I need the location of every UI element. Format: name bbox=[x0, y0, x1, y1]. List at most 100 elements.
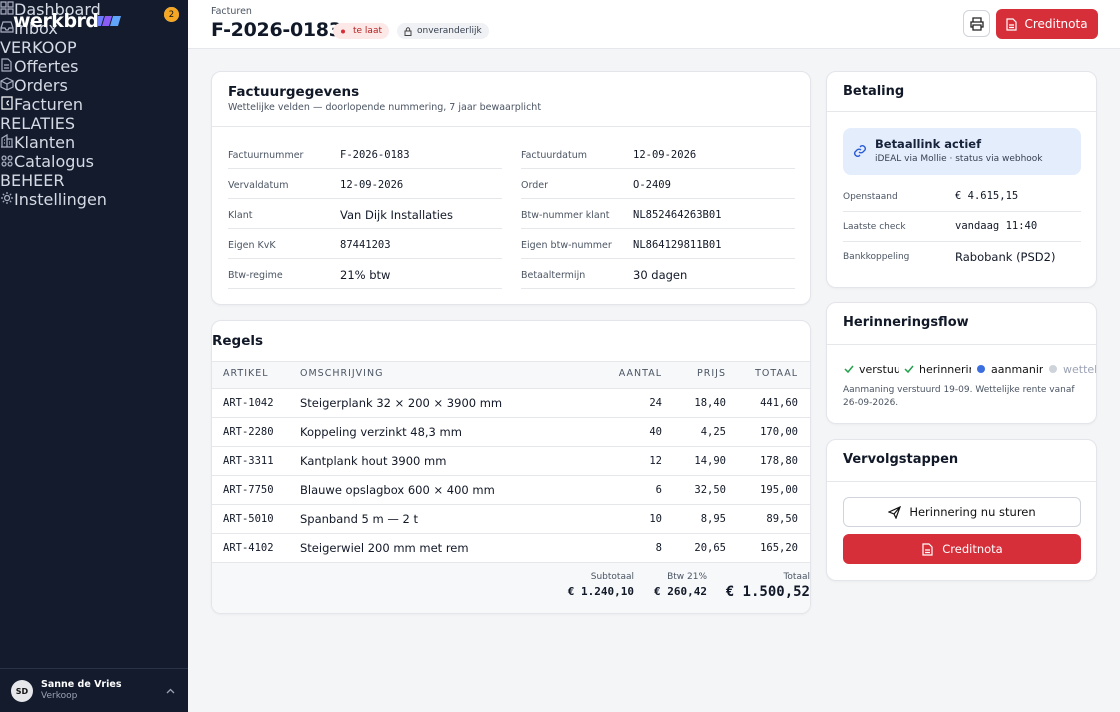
nav-badge: 2 bbox=[164, 7, 179, 22]
field-value: O-2409 bbox=[633, 179, 671, 191]
field-label: Klant bbox=[228, 210, 253, 221]
creditnota-button[interactable]: Creditnota bbox=[996, 9, 1098, 39]
button-label: Creditnota bbox=[1024, 17, 1088, 31]
card-title: Regels bbox=[212, 333, 264, 349]
field-value: NL864129811B01 bbox=[633, 239, 722, 251]
nav-label: Catalogus bbox=[14, 152, 94, 171]
table-cell: 441,60 bbox=[760, 397, 798, 409]
status-badge: onveranderlijk bbox=[397, 23, 489, 39]
table-cell: 8,95 bbox=[700, 513, 726, 525]
total-value: € 260,42 bbox=[654, 585, 707, 598]
payment-value: Rabobank (PSD2) bbox=[955, 250, 1056, 264]
nav-icon bbox=[1, 192, 13, 204]
button-label: Herinnering nu sturen bbox=[909, 505, 1036, 519]
table-header bbox=[212, 361, 810, 389]
total-label: Btw 21% bbox=[667, 572, 707, 582]
row-divider bbox=[843, 241, 1081, 242]
chevron-icon bbox=[166, 688, 175, 694]
table-cell: 178,80 bbox=[760, 455, 798, 467]
column-header: AANTAL bbox=[618, 368, 662, 379]
field-label: Factuurnummer bbox=[228, 150, 304, 161]
payment-alert: Betaallink actief iDEAL via Mollie · sta… bbox=[843, 128, 1081, 175]
table-cell: Steigerwiel 200 mm met rem bbox=[300, 541, 469, 555]
page-title: F-2026-0183 bbox=[211, 19, 342, 41]
table-cell: 10 bbox=[649, 513, 662, 525]
field-label: Eigen btw-nummer bbox=[521, 240, 612, 251]
nav-heading: BEHEER bbox=[0, 171, 65, 190]
field-divider bbox=[228, 228, 502, 229]
field-divider bbox=[521, 258, 795, 259]
button-icon bbox=[922, 542, 933, 556]
total-value: € 1.240,10 bbox=[567, 585, 634, 598]
table-cell: ART-2280 bbox=[223, 426, 274, 438]
column-header: TOTAAL bbox=[755, 368, 798, 379]
row-divider bbox=[212, 475, 810, 476]
field-divider bbox=[521, 228, 795, 229]
row-divider bbox=[212, 533, 810, 534]
nav-label: Instellingen bbox=[14, 190, 107, 209]
totals-bar bbox=[212, 562, 810, 613]
nav-item[interactable]: Dashboard bbox=[0, 0, 188, 19]
row-divider bbox=[212, 417, 810, 418]
step-icon bbox=[844, 365, 854, 374]
user-name: Sanne de Vries bbox=[41, 679, 122, 690]
nav-icon bbox=[0, 1, 14, 15]
step-label: aanmaning bbox=[991, 362, 1043, 376]
total-label: Subtotaal bbox=[590, 572, 634, 582]
table-cell: 32,50 bbox=[694, 484, 726, 496]
table-cell: ART-1042 bbox=[223, 397, 274, 409]
table-cell: 165,20 bbox=[760, 542, 798, 554]
logo[interactable]: werkbrd bbox=[13, 10, 99, 32]
sidebar: werkbrd DashboardInbox7VERKOOPOffertes3O… bbox=[0, 0, 188, 712]
table-cell: Kantplank hout 3900 mm bbox=[300, 454, 447, 468]
table-cell: 6 bbox=[655, 484, 662, 496]
field-divider bbox=[228, 168, 502, 169]
nav-item[interactable]: Offertes3 bbox=[0, 7, 188, 76]
field-value: 12-09-2026 bbox=[633, 149, 697, 161]
nav-label: Dashboard bbox=[14, 0, 101, 19]
field-value: NL852464263B01 bbox=[633, 209, 722, 221]
reminder-note: Aanmaning verstuurd 19-09. Wettelijke re… bbox=[843, 385, 1075, 408]
step-icon bbox=[904, 365, 914, 374]
nav-item[interactable]: Orders bbox=[0, 76, 188, 95]
card-subtitle: Wettelijke velden — doorlopende nummerin… bbox=[228, 102, 542, 113]
alert-title: Betaallink actief bbox=[875, 137, 982, 151]
divider bbox=[827, 344, 1096, 345]
nav-item[interactable]: Klanten bbox=[0, 133, 188, 152]
field-label: Betaaltermijn bbox=[521, 270, 586, 281]
status-badge: te laat bbox=[333, 23, 389, 39]
divider bbox=[827, 111, 1096, 112]
table-cell: Blauwe opslagbox 600 × 400 mm bbox=[300, 483, 495, 497]
step-label: herinnering bbox=[919, 362, 971, 376]
nav-icon bbox=[0, 21, 14, 33]
nav-heading: VERKOOP bbox=[0, 38, 77, 57]
card-title: Herinneringsflow bbox=[843, 315, 969, 330]
column-header: OMSCHRIJVING bbox=[300, 368, 384, 379]
invoice-card: Factuurgegevens Wettelijke velden — door… bbox=[211, 71, 811, 305]
table-cell: ART-5010 bbox=[223, 513, 274, 525]
action-button[interactable]: Herinnering nu sturen bbox=[843, 497, 1081, 527]
table-cell: 14,90 bbox=[694, 455, 726, 467]
field-divider bbox=[228, 258, 502, 259]
breadcrumb[interactable]: Facturen bbox=[211, 6, 252, 17]
table-cell: Koppeling verzinkt 48,3 mm bbox=[300, 425, 462, 439]
print-button[interactable] bbox=[963, 10, 990, 37]
step-label: wettelijke rente bbox=[1063, 362, 1097, 376]
field-value: 21% btw bbox=[340, 268, 391, 282]
lock-icon bbox=[404, 26, 412, 36]
field-divider bbox=[521, 288, 795, 289]
step-icon bbox=[1049, 365, 1057, 373]
nav-icon bbox=[1, 96, 13, 110]
nav-label: Facturen bbox=[14, 95, 83, 114]
header: Facturen F-2026-0183 te laat onveranderli… bbox=[188, 0, 1120, 49]
nav-item[interactable]: Facturen 2 bbox=[0, 7, 188, 114]
divider bbox=[827, 481, 1096, 482]
table-cell: Steigerplank 32 × 200 × 3900 mm bbox=[300, 396, 503, 410]
nav-item[interactable]: Catalogus bbox=[0, 152, 188, 171]
table-cell: 40 bbox=[649, 426, 662, 438]
nav-item[interactable]: Instellingen bbox=[0, 190, 188, 209]
nav-icon bbox=[1, 58, 12, 72]
action-button[interactable]: Creditnota bbox=[843, 534, 1081, 564]
user-menu[interactable]: SD Sanne de Vries Verkoop bbox=[0, 668, 188, 712]
table-cell: ART-4102 bbox=[223, 542, 274, 554]
